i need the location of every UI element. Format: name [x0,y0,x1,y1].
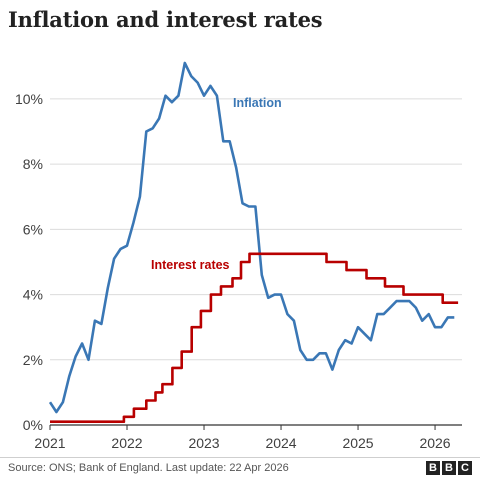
x-tick-label: 2023 [188,435,219,451]
x-tick-label: 2026 [419,435,450,451]
source-note: Source: ONS; Bank of England. Last updat… [8,462,289,474]
x-tick-label: 2024 [265,435,296,451]
y-tick-label: 8% [23,156,43,172]
interest-rates-label: Interest rates [151,258,230,272]
chart-title: Inflation and interest rates [8,7,323,32]
x-axis: 2021 2022 2023 2024 2025 2026 [34,424,462,451]
inflation-line [48,61,455,414]
y-tick-label: 4% [23,287,43,303]
bbc-logo-block: C [458,461,472,475]
y-tick-label: 2% [23,352,43,368]
line-chart: 0% 2% 4% 6% 8% 10% 2021 2022 2023 2024 2025 2026 I… [15,61,462,451]
series-lines [48,61,459,423]
interest-rates-line [50,252,459,423]
bbc-logo: B B C [426,461,472,475]
y-tick-label: 10% [15,91,43,107]
footer-divider [0,457,480,458]
x-tick-label: 2022 [111,435,142,451]
y-tick-label: 6% [23,221,43,237]
y-axis-tick-labels: 0% 2% 4% 6% 8% 10% [15,91,43,433]
x-tick-label: 2025 [342,435,373,451]
bbc-logo-block: B [426,461,440,475]
x-tick-label: 2021 [34,435,65,451]
y-tick-label: 0% [23,417,43,433]
series-labels: Inflation Interest rates [151,96,282,272]
grid-lines [50,98,462,361]
bbc-logo-block: B [442,461,456,475]
inflation-label: Inflation [233,96,282,110]
